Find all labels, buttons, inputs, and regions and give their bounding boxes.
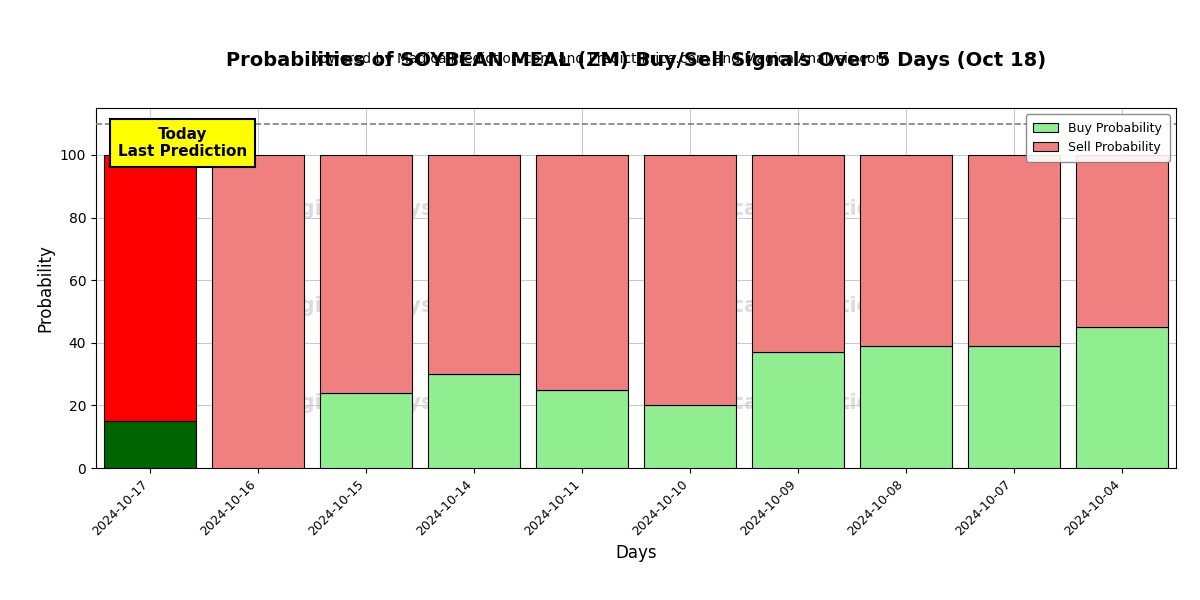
Bar [860,155,952,346]
Bar [968,346,1060,468]
Text: MagicalPrediction.com: MagicalPrediction.com [676,393,942,413]
Text: MagicalPrediction.com: MagicalPrediction.com [676,296,942,316]
Legend: Buy Probability, Sell Probability: Buy Probability, Sell Probability [1026,114,1170,161]
Text: MagicalAnalysis.com: MagicalAnalysis.com [265,393,510,413]
Bar [320,155,412,393]
Bar [1076,327,1168,468]
Bar [428,155,520,374]
Y-axis label: Probability: Probability [36,244,54,332]
Bar [644,155,736,406]
Bar [104,421,196,468]
Bar [644,406,736,468]
Bar [536,390,628,468]
Bar [860,346,952,468]
Bar [752,155,844,352]
Text: Today
Last Prediction: Today Last Prediction [118,127,247,159]
Text: MagicalPrediction.com: MagicalPrediction.com [676,199,942,219]
Bar [428,374,520,468]
Bar [1076,155,1168,327]
Text: MagicalAnalysis.com: MagicalAnalysis.com [265,199,510,219]
Bar [104,155,196,421]
Bar [968,155,1060,346]
Bar [752,352,844,468]
Text: MagicalAnalysis.com: MagicalAnalysis.com [265,296,510,316]
Bar [212,155,304,468]
Bar [320,393,412,468]
Text: powered by MagicalPrediction.com and Predict-Price.com and MagicalAnalysis.com: powered by MagicalPrediction.com and Pre… [311,52,889,66]
X-axis label: Days: Days [616,544,656,562]
Title: Probabilities of SOYBEAN MEAL (ZM) Buy/Sell Signals Over 5 Days (Oct 18): Probabilities of SOYBEAN MEAL (ZM) Buy/S… [226,52,1046,70]
Bar [536,155,628,390]
